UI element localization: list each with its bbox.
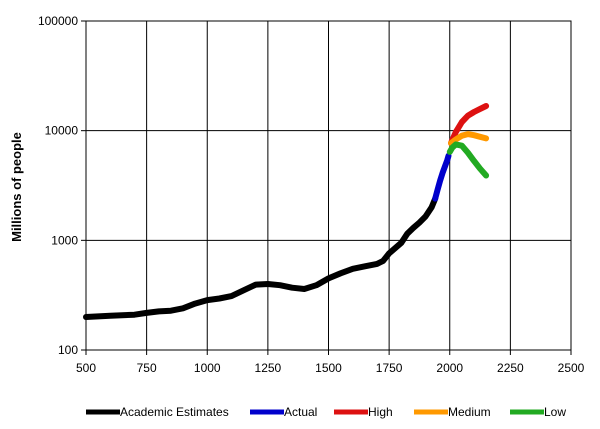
- x-tick-label: 1000: [194, 361, 221, 375]
- y-tick-label: 100: [58, 343, 78, 357]
- y-tick-label: 10000: [45, 124, 79, 138]
- y-tick-label: 100000: [38, 14, 78, 28]
- series-line-low: [446, 141, 490, 179]
- legend-label-actual: Actual: [284, 405, 317, 419]
- series-line-medium: [448, 131, 490, 147]
- y-axis-title: Millions of people: [9, 132, 24, 242]
- x-axis-ticks: 500 750 1000 1250 1500 1750 2000 2250 2500: [76, 350, 585, 375]
- series-line-actual: [432, 152, 452, 202]
- x-tick-label: 2500: [558, 361, 585, 375]
- series-layer: [83, 103, 490, 320]
- x-tick-label: 750: [137, 361, 157, 375]
- legend: Academic Estimates Actual High Medium Low: [86, 405, 566, 419]
- x-tick-label: 1250: [255, 361, 282, 375]
- series-line-high: [448, 103, 490, 147]
- y-tick-label: 1000: [51, 233, 78, 247]
- legend-label-low: Low: [544, 405, 566, 419]
- x-tick-label: 2000: [436, 361, 463, 375]
- series-line-academic-estimates: [83, 195, 439, 320]
- legend-label-academic-estimates: Academic Estimates: [120, 405, 229, 419]
- x-tick-label: 500: [76, 361, 96, 375]
- x-tick-label: 2250: [497, 361, 524, 375]
- y-axis-ticks: 100 1000 10000 100000: [38, 14, 86, 357]
- x-tick-label: 1500: [315, 361, 342, 375]
- x-tick-label: 1750: [376, 361, 403, 375]
- legend-label-medium: Medium: [448, 405, 491, 419]
- legend-label-high: High: [368, 405, 393, 419]
